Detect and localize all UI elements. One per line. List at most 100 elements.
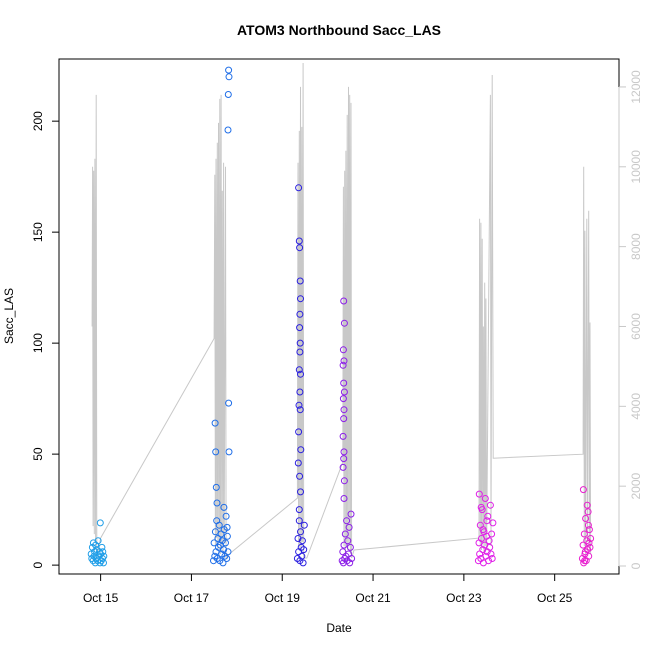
- point-series-4: [338, 297, 356, 567]
- chart-title: ATOM3 Northbound Sacc_LAS: [237, 22, 441, 38]
- data-point: [294, 459, 302, 467]
- data-point: [214, 535, 222, 542]
- data-point: [347, 510, 355, 518]
- axes-layer: Oct 15 Oct 17 Oct 19 Oct 21 Oct 23 Oct 25 0 50 1…: [31, 70, 643, 605]
- data-point: [296, 244, 304, 252]
- data-point: [486, 543, 494, 551]
- point-series-2: [210, 66, 233, 567]
- y-tick-label: 0: [31, 561, 45, 568]
- data-point: [488, 530, 496, 538]
- data-point: [343, 517, 351, 525]
- data-point: [475, 490, 483, 498]
- data-point: [298, 552, 306, 560]
- y-tick-label: 50: [31, 447, 45, 461]
- data-point: [300, 546, 308, 554]
- data-point: [581, 557, 589, 565]
- data-point: [486, 501, 494, 509]
- data-point: [340, 541, 348, 549]
- data-point: [345, 523, 353, 531]
- data-point: [580, 530, 588, 538]
- data-point: [582, 515, 590, 522]
- point-series-6: [578, 486, 595, 567]
- data-point: [483, 517, 491, 525]
- x-tick-label: Oct 21: [355, 591, 391, 605]
- data-point: [339, 463, 347, 471]
- data-point: [340, 448, 348, 456]
- data-point: [340, 415, 348, 423]
- data-point: [585, 552, 593, 560]
- data-point: [296, 388, 304, 396]
- data-point: [225, 73, 233, 81]
- y2-tick-label: 4000: [629, 393, 643, 420]
- data-point: [340, 357, 348, 365]
- data-point: [488, 555, 496, 562]
- y-tick-label: 100: [31, 333, 45, 353]
- data-point: [296, 277, 304, 285]
- data-point: [295, 184, 303, 192]
- data-point: [225, 399, 233, 407]
- data-point: [489, 519, 497, 527]
- data-point: [295, 237, 303, 245]
- data-point: [91, 548, 99, 556]
- data-point: [222, 512, 230, 520]
- data-point: [215, 521, 223, 529]
- data-point: [341, 530, 349, 538]
- data-point: [583, 537, 591, 545]
- data-point: [213, 499, 221, 507]
- data-point: [100, 559, 107, 567]
- data-point: [487, 550, 495, 558]
- data-point: [300, 521, 308, 529]
- point-series-5: [474, 490, 497, 567]
- data-point: [485, 537, 493, 545]
- data-point: [340, 319, 348, 327]
- data-point: [223, 555, 231, 562]
- data-point: [210, 539, 218, 547]
- data-point: [587, 535, 595, 542]
- data-point: [297, 488, 304, 496]
- data-point: [340, 297, 348, 305]
- data-point: [220, 546, 228, 554]
- data-point: [297, 528, 304, 536]
- data-point: [94, 537, 102, 545]
- data-point: [98, 543, 106, 551]
- data-point: [295, 428, 303, 436]
- data-point: [222, 539, 229, 547]
- data-point: [479, 546, 487, 554]
- data-point: [212, 483, 220, 491]
- data-point: [479, 526, 487, 534]
- data-point: [339, 395, 347, 403]
- data-point: [584, 508, 592, 516]
- data-point: [583, 501, 591, 509]
- data-point: [340, 406, 348, 414]
- data-point: [346, 559, 354, 567]
- data-point: [91, 559, 99, 567]
- data-point: [219, 559, 227, 567]
- data-point: [344, 537, 352, 545]
- data-point: [297, 295, 304, 303]
- x-tick-label: Oct 15: [83, 591, 119, 605]
- data-point: [295, 506, 303, 514]
- data-point: [298, 537, 306, 545]
- data-point: [586, 543, 594, 551]
- data-point: [340, 477, 348, 485]
- data-point: [579, 541, 587, 549]
- data-point: [297, 446, 305, 454]
- data-point: [296, 339, 304, 347]
- data-point: [100, 552, 108, 560]
- x-tick-label: Oct 17: [174, 591, 210, 605]
- data-point: [339, 361, 347, 369]
- y-tick-label: 200: [31, 111, 45, 131]
- point-series-1: [87, 519, 108, 567]
- data-point: [585, 526, 593, 534]
- data-point: [90, 552, 98, 560]
- data-point: [99, 548, 107, 556]
- data-point: [224, 91, 232, 98]
- point-series-3: [293, 184, 308, 567]
- series-line: [91, 62, 592, 560]
- data-point: [339, 432, 347, 440]
- x-axis-label: Date: [326, 621, 352, 635]
- data-point: [295, 401, 303, 409]
- data-point: [223, 523, 231, 531]
- data-point: [340, 455, 348, 463]
